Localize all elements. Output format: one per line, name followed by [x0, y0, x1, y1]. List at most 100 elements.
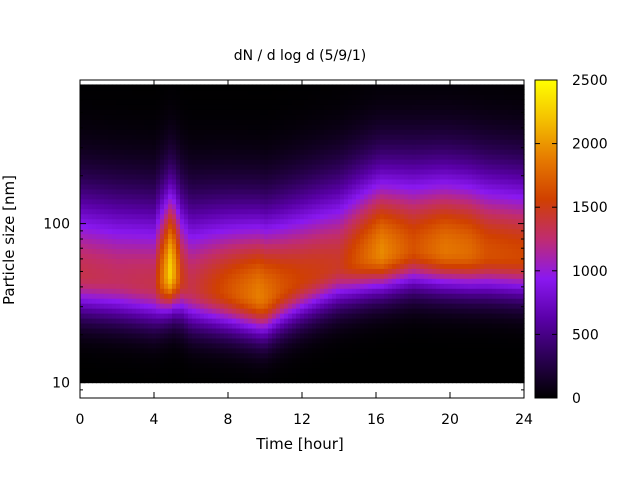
heatmap-cell: [380, 327, 385, 334]
heatmap-cell: [212, 298, 217, 304]
heatmap-cell: [184, 273, 189, 279]
heatmap-cell: [300, 188, 305, 195]
heatmap-cell: [264, 188, 269, 195]
heatmap-cell: [328, 288, 333, 294]
heatmap-cell: [136, 178, 141, 185]
heatmap-cell: [164, 248, 169, 254]
heatmap-cell: [104, 154, 109, 160]
heatmap-cell: [88, 188, 93, 195]
heatmap-cell: [200, 223, 205, 230]
heatmap-cell: [224, 193, 229, 200]
heatmap-cell: [340, 154, 345, 160]
heatmap-cell: [88, 288, 93, 294]
heatmap-cell: [216, 357, 221, 364]
heatmap-cell: [124, 342, 129, 349]
heatmap-cell: [132, 258, 137, 264]
heatmap-cell: [376, 149, 381, 155]
heatmap-cell: [152, 318, 157, 324]
heatmap-cell: [84, 253, 89, 259]
heatmap-cell: [400, 278, 405, 284]
heatmap-cell: [128, 233, 133, 240]
heatmap-cell: [312, 114, 317, 120]
heatmap-cell: [128, 124, 133, 130]
heatmap-cell: [304, 377, 309, 384]
heatmap-cell: [376, 218, 381, 225]
heatmap-cell: [344, 193, 349, 200]
heatmap-cell: [220, 318, 225, 324]
heatmap-cell: [100, 288, 105, 294]
heatmap-cell: [284, 183, 289, 190]
heatmap-cell: [160, 362, 165, 369]
heatmap-cell: [176, 313, 181, 319]
heatmap-cell: [156, 322, 161, 329]
heatmap-cell: [404, 154, 409, 160]
heatmap-cell: [80, 178, 85, 185]
heatmap-cell: [148, 114, 153, 120]
heatmap-cell: [296, 332, 301, 339]
heatmap-cell: [372, 288, 377, 294]
heatmap-cell: [348, 362, 353, 369]
heatmap-cell: [388, 158, 393, 165]
heatmap-cell: [112, 372, 117, 379]
heatmap-cell: [284, 263, 289, 269]
heatmap-cell: [332, 357, 337, 364]
heatmap-cell: [156, 129, 161, 135]
heatmap-cell: [216, 313, 221, 319]
heatmap-cell: [148, 124, 153, 130]
heatmap-cell: [288, 188, 293, 195]
heatmap-cell: [312, 99, 317, 105]
heatmap-cell: [224, 198, 229, 205]
heatmap-cell: [276, 342, 281, 349]
heatmap-cell: [180, 168, 185, 175]
heatmap-cell: [180, 218, 185, 225]
heatmap-cell: [340, 158, 345, 165]
heatmap-cell: [152, 99, 157, 105]
heatmap-cell: [384, 203, 389, 210]
heatmap-cell: [80, 198, 85, 205]
heatmap-cell: [404, 208, 409, 215]
heatmap-cell: [280, 188, 285, 195]
heatmap-cell: [196, 218, 201, 225]
heatmap-cell: [152, 158, 157, 165]
heatmap-cell: [304, 303, 309, 309]
heatmap-cell: [264, 193, 269, 200]
heatmap-cell: [200, 233, 205, 240]
heatmap-cell: [212, 149, 217, 155]
heatmap-cell: [288, 337, 293, 344]
heatmap-cell: [88, 129, 93, 135]
heatmap-cell: [352, 163, 357, 170]
heatmap-cell: [188, 163, 193, 170]
heatmap-cell: [204, 228, 209, 235]
heatmap-cell: [156, 308, 161, 314]
heatmap-cell: [316, 263, 321, 269]
heatmap-cell: [152, 208, 157, 215]
heatmap-cell: [304, 248, 309, 254]
heatmap-cell: [356, 238, 361, 245]
heatmap-cell: [412, 342, 417, 349]
heatmap-cell: [248, 357, 253, 364]
heatmap-cell: [248, 144, 253, 150]
heatmap-cell: [380, 308, 385, 314]
heatmap-cell: [188, 352, 193, 359]
heatmap-cell: [236, 362, 241, 369]
heatmap-cell: [340, 362, 345, 369]
heatmap-cell: [292, 238, 297, 245]
heatmap-cell: [212, 158, 217, 165]
heatmap-cell: [204, 139, 209, 145]
heatmap-cell: [164, 94, 169, 100]
heatmap-cell: [164, 168, 169, 175]
heatmap-cell: [188, 228, 193, 235]
heatmap-cell: [260, 218, 265, 225]
heatmap-cell: [240, 318, 245, 324]
heatmap-cell: [356, 327, 361, 334]
heatmap-cell: [192, 139, 197, 145]
heatmap-cell: [396, 337, 401, 344]
heatmap-cell: [252, 367, 257, 374]
heatmap-cell: [192, 183, 197, 190]
heatmap-cell: [260, 308, 265, 314]
heatmap-cell: [236, 203, 241, 210]
heatmap-cell: [124, 238, 129, 245]
heatmap-cell: [344, 298, 349, 304]
heatmap-cell: [116, 129, 121, 135]
heatmap-cell: [80, 119, 85, 125]
